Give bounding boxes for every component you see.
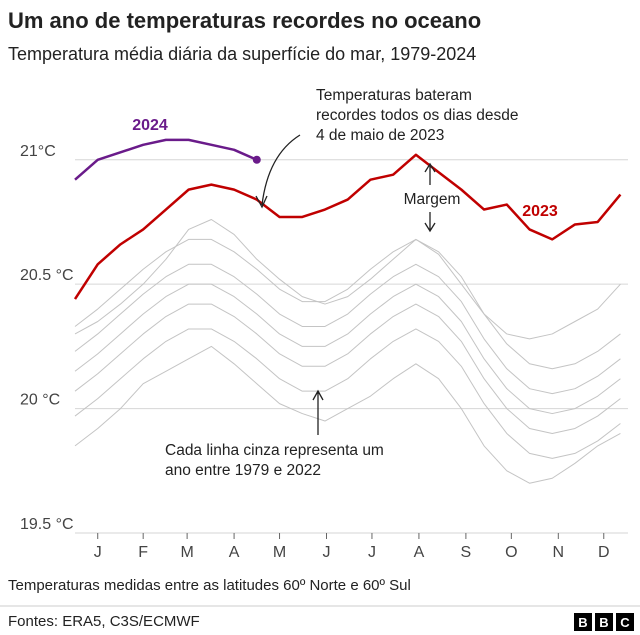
x-tick-label: D: [598, 544, 610, 561]
x-tick-label: M: [273, 544, 286, 561]
historical-line: [74, 303, 621, 434]
logo-letter: B: [578, 615, 587, 630]
logo-letter: B: [599, 615, 608, 630]
x-tick-label: N: [553, 544, 565, 561]
annotation-arrow: [261, 134, 301, 206]
chart-title: Um ano de temperaturas recordes no ocean…: [8, 8, 481, 33]
x-tick-label: J: [94, 544, 102, 561]
end-point: [252, 155, 261, 164]
annotation: recordes todos os dias desde: [316, 107, 518, 124]
note: Temperaturas medidas entre as latitudes …: [8, 577, 411, 594]
series-label: 2024: [132, 117, 168, 134]
x-tick-label: A: [229, 544, 240, 561]
x-tick-label: J: [368, 544, 376, 561]
series-line: [73, 153, 622, 300]
x-tick-label: O: [505, 544, 517, 561]
historical-line: [74, 218, 621, 340]
historical-line: [74, 283, 621, 415]
annotation-arrow: [312, 389, 324, 435]
x-tick-label: F: [138, 544, 148, 561]
series-label: 2023: [522, 203, 558, 220]
x-tick-label: S: [461, 544, 472, 561]
margin-arrows: [424, 162, 436, 233]
logo-box: [595, 613, 613, 631]
chart-subtitle: Temperatura média diária da superfície d…: [8, 44, 476, 64]
historical-line: [74, 328, 621, 459]
historical-line: [74, 238, 621, 370]
x-tick-label: J: [323, 544, 331, 561]
y-tick-label: 19.5 °C: [20, 516, 74, 533]
x-tick-label: A: [414, 544, 425, 561]
annotation: ano entre 1979 e 2022: [165, 462, 321, 479]
annotation: Margem: [404, 191, 461, 208]
annotation: Cada linha cinza representa um: [165, 442, 384, 459]
logo-box: [574, 613, 592, 631]
source: Fontes: ERA5, C3S/ECMWF: [8, 613, 200, 630]
logo-letter: C: [620, 615, 630, 630]
annotation: 4 de maio de 2023: [316, 127, 444, 144]
bbc-logo: B B C: [574, 613, 634, 631]
annotation: Temperaturas bateram: [316, 87, 472, 104]
y-tick-label: 20.5 °C: [20, 267, 74, 284]
series-line: [74, 138, 258, 181]
y-tick-label: 20 °C: [20, 392, 60, 409]
x-tick-label: M: [180, 544, 193, 561]
historical-line: [74, 345, 621, 484]
arrow-head: [255, 195, 268, 209]
y-tick-label: 21°C: [20, 143, 56, 160]
historical-line: [74, 263, 621, 395]
logo-box: [616, 613, 634, 631]
plot-area: 21°C 20.5 °C 20 °C 19.5 °C J F M A M J J A S O N D 2023 2…: [20, 117, 628, 561]
